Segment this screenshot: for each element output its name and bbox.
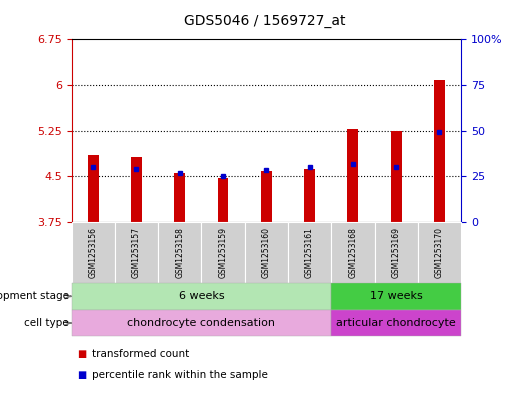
Text: transformed count: transformed count xyxy=(92,349,189,359)
Text: chondrocyte condensation: chondrocyte condensation xyxy=(127,318,276,328)
Text: percentile rank within the sample: percentile rank within the sample xyxy=(92,369,268,380)
Text: GSM1253161: GSM1253161 xyxy=(305,227,314,278)
Bar xyxy=(348,129,358,222)
Text: GDS5046 / 1569727_at: GDS5046 / 1569727_at xyxy=(184,14,346,28)
Bar xyxy=(174,173,185,222)
Bar xyxy=(391,130,402,222)
Bar xyxy=(88,155,99,222)
Text: GSM1253158: GSM1253158 xyxy=(175,227,184,278)
Text: ■: ■ xyxy=(77,369,86,380)
Text: ■: ■ xyxy=(77,349,86,359)
Text: development stage: development stage xyxy=(0,291,69,301)
Bar xyxy=(261,171,272,222)
Text: GSM1253160: GSM1253160 xyxy=(262,227,271,278)
Bar xyxy=(131,157,142,222)
Text: GSM1253159: GSM1253159 xyxy=(218,227,227,278)
Bar xyxy=(434,80,445,222)
Text: GSM1253156: GSM1253156 xyxy=(89,227,98,278)
Text: 6 weeks: 6 weeks xyxy=(179,291,224,301)
Bar xyxy=(304,169,315,222)
Text: GSM1253157: GSM1253157 xyxy=(132,227,141,278)
Text: GSM1253169: GSM1253169 xyxy=(392,227,401,278)
Text: cell type: cell type xyxy=(24,318,69,328)
Text: GSM1253168: GSM1253168 xyxy=(348,227,357,278)
Text: 17 weeks: 17 weeks xyxy=(370,291,422,301)
Text: GSM1253170: GSM1253170 xyxy=(435,227,444,278)
Bar xyxy=(218,178,228,222)
Text: articular chondrocyte: articular chondrocyte xyxy=(337,318,456,328)
